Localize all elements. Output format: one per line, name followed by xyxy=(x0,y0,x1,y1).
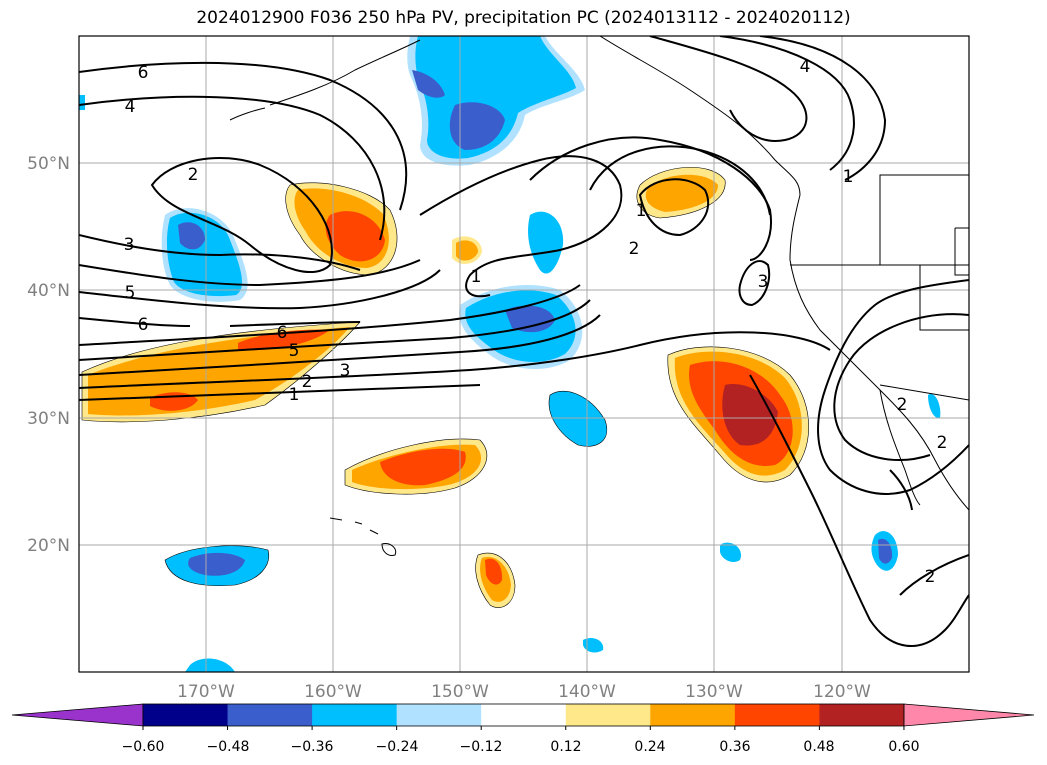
contour-label: 6 xyxy=(277,323,288,343)
contour-label: 1 xyxy=(843,167,854,187)
contour-label: 1 xyxy=(289,385,300,405)
latitude-labels: 50°N 40°N 30°N 20°N xyxy=(27,154,70,556)
contour-label: 1 xyxy=(471,267,482,287)
map-title: 2024012900 F036 250 hPa PV, precipitatio… xyxy=(196,8,851,28)
colorbar-extend-high xyxy=(903,703,1035,727)
graticule xyxy=(79,36,969,672)
contour-label: 3 xyxy=(340,361,351,381)
contour-label: 4 xyxy=(125,97,136,117)
colorbar-segment xyxy=(819,704,905,726)
lon-label: 140°W xyxy=(558,682,616,702)
contour-label: 6 xyxy=(138,63,149,83)
colorbar-tick-label: 0.48 xyxy=(803,739,834,755)
contour-label: 6 xyxy=(138,315,149,335)
colorbar-tick-labels: −0.60 −0.48 −0.36 −0.24 −0.12 0.12 0.24 … xyxy=(122,739,920,755)
colorbar-extend-low xyxy=(11,703,144,727)
colorbar-segment xyxy=(396,704,482,726)
colorbar-tick-label: 0.24 xyxy=(634,739,665,755)
colorbar-segment xyxy=(143,704,229,726)
pv-contours xyxy=(79,36,969,647)
colorbar-tick-label: −0.24 xyxy=(376,739,419,755)
map-frame xyxy=(78,35,970,673)
contour-label: 3 xyxy=(758,272,769,292)
precip-shading xyxy=(79,36,941,672)
colorbar-tick-label: 0.36 xyxy=(719,739,750,755)
lat-label: 40°N xyxy=(27,281,70,301)
lon-label: 130°W xyxy=(685,682,743,702)
lon-label: 160°W xyxy=(304,682,362,702)
contour-label: 2 xyxy=(629,239,640,259)
colorbar-tick-label: 0.60 xyxy=(888,739,919,755)
colorbar-segment xyxy=(565,704,651,726)
colorbar-segment xyxy=(734,704,820,726)
lat-label: 30°N xyxy=(27,409,70,429)
colorbar-tick-label: −0.60 xyxy=(122,739,165,755)
contour-label: 1 xyxy=(636,201,647,221)
colorbar-segment xyxy=(227,704,313,726)
lon-label: 170°W xyxy=(177,682,235,702)
contour-label: 5 xyxy=(125,283,136,303)
contour-label: 5 xyxy=(289,341,300,361)
colorbar-tick-label: −0.12 xyxy=(460,739,503,755)
colorbar-segment xyxy=(312,704,398,726)
lat-label: 20°N xyxy=(27,536,70,556)
contour-label: 2 xyxy=(188,165,199,185)
colorbar-tick-label: −0.48 xyxy=(207,739,250,755)
colorbar-frame xyxy=(142,703,905,727)
contour-label: 2 xyxy=(302,372,313,392)
contour-label: 4 xyxy=(800,57,811,77)
colorbar-segment xyxy=(650,704,736,726)
contour-label: 3 xyxy=(124,235,135,255)
pv-contour-labels: 6 4 2 3 5 6 6 5 3 2 1 1 2 1 4 1 3 2 2 2 xyxy=(124,57,948,587)
contour-label: 2 xyxy=(937,433,948,453)
lon-label: 120°W xyxy=(813,682,871,702)
colorbar-tick-label: −0.36 xyxy=(291,739,334,755)
colorbar-segment xyxy=(481,704,567,726)
colorbar-tick-label: 0.12 xyxy=(550,739,581,755)
lon-label: 150°W xyxy=(431,682,489,702)
coastlines xyxy=(229,36,969,556)
contour-label: 2 xyxy=(925,567,936,587)
colorbar xyxy=(11,703,1035,730)
map-plot-area: 6 4 2 3 5 6 6 5 3 2 1 1 2 1 4 1 3 2 2 2 xyxy=(79,36,969,672)
lat-label: 50°N xyxy=(27,154,70,174)
longitude-labels: 170°W 160°W 150°W 140°W 130°W 120°W xyxy=(177,682,871,702)
contour-label: 2 xyxy=(897,395,908,415)
